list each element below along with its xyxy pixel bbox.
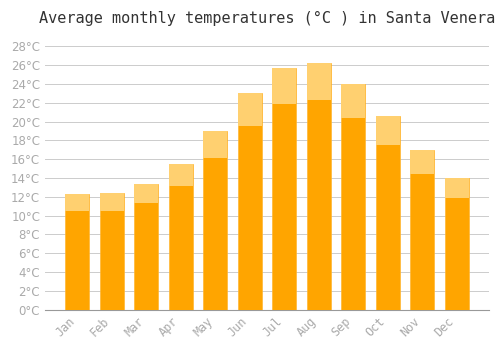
Title: Average monthly temperatures (°C ) in Santa Venera: Average monthly temperatures (°C ) in Sa… xyxy=(39,11,495,26)
Bar xyxy=(134,184,158,310)
Bar xyxy=(66,194,90,211)
Bar xyxy=(238,93,262,310)
Bar xyxy=(341,84,365,310)
Bar xyxy=(203,131,228,310)
Bar xyxy=(168,164,193,310)
Bar xyxy=(134,184,158,203)
Bar xyxy=(341,84,365,118)
Bar xyxy=(306,63,331,100)
Bar xyxy=(238,93,262,126)
Bar xyxy=(306,63,331,310)
Bar xyxy=(376,116,400,145)
Bar xyxy=(444,178,468,310)
Bar xyxy=(272,68,296,104)
Bar xyxy=(410,150,434,174)
Bar xyxy=(168,164,193,186)
Bar xyxy=(100,193,124,310)
Bar xyxy=(203,131,228,158)
Bar xyxy=(376,116,400,310)
Bar xyxy=(410,150,434,310)
Bar xyxy=(444,178,468,198)
Bar xyxy=(272,68,296,310)
Bar xyxy=(100,193,124,211)
Bar xyxy=(66,194,90,310)
